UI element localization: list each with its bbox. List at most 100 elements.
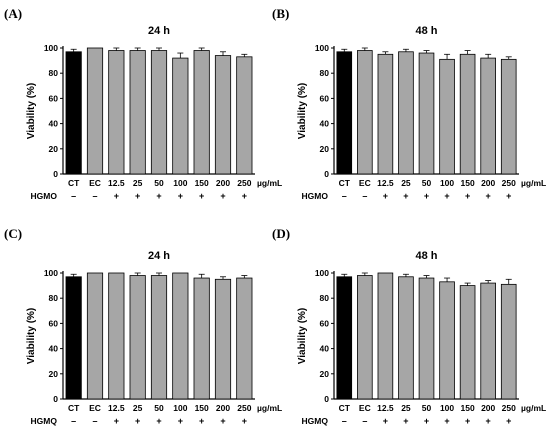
x-tick-label: 50 <box>154 403 164 413</box>
x-tick-label: 250 <box>502 178 516 188</box>
y-tick-label: 0 <box>324 169 329 179</box>
chart-title: 24 h <box>148 250 170 262</box>
bar-150 <box>459 285 476 400</box>
x-tick-label: 150 <box>461 403 475 413</box>
treatment-sign: + <box>506 416 511 426</box>
panel-letter: (B) <box>272 6 289 21</box>
x-tick-label: 12.5 <box>108 403 125 413</box>
x-tick-label: 50 <box>154 178 164 188</box>
x-tick-label: 200 <box>481 178 495 188</box>
x-tick-label: 200 <box>481 403 495 413</box>
treatment-sign: + <box>114 191 119 201</box>
treatment-sign: + <box>486 191 491 201</box>
x-tick-label: 150 <box>461 178 475 188</box>
bar-12.5 <box>377 53 394 175</box>
treatment-sign: + <box>135 416 140 426</box>
y-axis-label: Viability (%) <box>26 83 37 140</box>
bar-250 <box>236 56 253 175</box>
treatment-sign: + <box>220 191 225 201</box>
treatment-sign: – <box>342 416 347 426</box>
bar-12.5 <box>108 50 125 175</box>
treatment-sign: – <box>71 191 76 201</box>
treatment-sign: + <box>178 416 183 426</box>
y-tick-label: 0 <box>53 394 58 404</box>
y-tick-label: 100 <box>44 43 58 53</box>
x-tick-label: 100 <box>173 178 187 188</box>
y-tick-label: 40 <box>320 344 330 354</box>
y-tick-label: 60 <box>49 93 59 103</box>
panel-letter: (D) <box>272 226 290 241</box>
bar-100 <box>172 272 189 400</box>
x-tick-label: 100 <box>440 178 454 188</box>
y-tick-label: 80 <box>320 68 330 78</box>
bar-EC <box>357 275 373 400</box>
x-tick-label: CT <box>68 178 80 188</box>
bar-CT <box>336 51 353 175</box>
treatment-sign: – <box>362 416 367 426</box>
x-tick-label: 25 <box>133 403 143 413</box>
bar-EC <box>86 272 104 400</box>
unit-label: µg/mL <box>257 178 282 188</box>
bar-CT <box>65 276 82 400</box>
x-tick-label: 200 <box>216 403 230 413</box>
x-tick-label: EC <box>359 403 371 413</box>
treatment-sign: + <box>383 191 388 201</box>
x-tick-label: 100 <box>440 403 454 413</box>
bar-100 <box>172 57 189 175</box>
y-axis-label: Viability (%) <box>297 83 308 140</box>
x-tick-label: 12.5 <box>377 178 394 188</box>
treatment-sign: – <box>342 191 347 201</box>
treatment-sign: + <box>156 416 161 426</box>
x-tick-label: 250 <box>237 178 251 188</box>
x-tick-label: EC <box>89 178 101 188</box>
bar-50 <box>418 277 435 400</box>
x-tick-label: CT <box>339 403 351 413</box>
treatment-sign: + <box>220 416 225 426</box>
y-tick-label: 20 <box>49 144 59 154</box>
x-tick-label: 150 <box>195 178 209 188</box>
treatment-sign: + <box>242 416 247 426</box>
bar-200 <box>214 55 232 175</box>
unit-label: µg/mL <box>521 403 546 413</box>
bar-200 <box>480 282 496 400</box>
y-tick-label: 100 <box>315 43 329 53</box>
bar-25 <box>398 276 414 400</box>
treatment-sign: + <box>506 191 511 201</box>
y-tick-label: 80 <box>49 68 59 78</box>
x-tick-label: 100 <box>173 403 187 413</box>
bar-150 <box>193 277 210 400</box>
y-tick-label: 60 <box>320 318 330 328</box>
x-tick-label: 25 <box>133 178 143 188</box>
bar-12.5 <box>108 272 125 400</box>
treatment-sign: + <box>135 191 140 201</box>
bar-25 <box>129 275 146 400</box>
treatment-label: HGMQ <box>302 416 329 426</box>
treatment-sign: + <box>465 416 470 426</box>
treatment-sign: + <box>465 191 470 201</box>
bar-25 <box>398 51 414 175</box>
treatment-sign: + <box>486 416 491 426</box>
panel-letter: (C) <box>4 226 22 241</box>
bar-150 <box>459 53 476 175</box>
x-tick-label: 50 <box>422 403 432 413</box>
treatment-sign: + <box>199 416 204 426</box>
treatment-sign: + <box>444 191 449 201</box>
y-tick-label: 20 <box>320 369 330 379</box>
bar-100 <box>439 281 455 400</box>
treatment-label: HGMO <box>302 191 329 201</box>
x-tick-label: 25 <box>401 403 411 413</box>
treatment-label: HGMQ <box>31 416 58 426</box>
treatment-sign: + <box>403 191 408 201</box>
chart-title: 24 h <box>148 25 170 37</box>
bar-250 <box>500 283 517 400</box>
panel-letter: (A) <box>4 6 22 21</box>
treatment-sign: + <box>199 191 204 201</box>
bar-50 <box>418 52 435 175</box>
y-tick-label: 40 <box>49 119 59 129</box>
x-tick-label: 12.5 <box>108 178 125 188</box>
y-tick-label: 100 <box>44 268 58 278</box>
y-tick-label: 20 <box>320 144 330 154</box>
x-tick-label: CT <box>68 403 80 413</box>
